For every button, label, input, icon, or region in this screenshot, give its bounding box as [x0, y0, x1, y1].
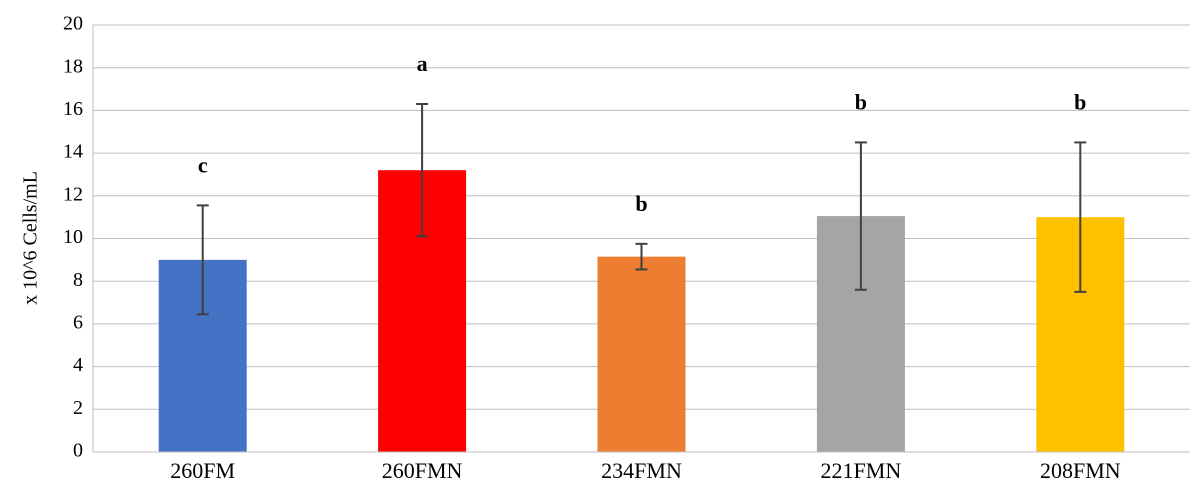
y-tick-label: 10 — [63, 226, 83, 248]
y-tick-label: 14 — [63, 141, 83, 163]
annotation: b — [855, 89, 867, 114]
error-bar — [854, 141, 867, 291]
x-tick-label: 208FMN — [1040, 458, 1121, 483]
annotation: b — [1074, 89, 1086, 114]
x-tick-label: 260FM — [170, 458, 235, 483]
y-tick-label: 6 — [73, 311, 83, 333]
annotation: a — [417, 51, 428, 76]
x-tick-label: 234FMN — [601, 458, 682, 483]
annotation: c — [198, 152, 208, 177]
y-tick-label: 20 — [63, 13, 83, 35]
annotation: b — [635, 191, 647, 216]
y-tick-label: 12 — [63, 183, 83, 205]
y-tick-label: 2 — [73, 397, 83, 419]
y-tick-label: 4 — [73, 354, 83, 376]
x-tick-label: 221FMN — [821, 458, 902, 483]
y-tick-label: 18 — [63, 55, 83, 77]
error-bar — [196, 204, 209, 316]
error-bar — [1074, 141, 1087, 293]
y-tick-label: 0 — [73, 440, 83, 462]
bar — [597, 256, 686, 452]
error-bar — [416, 102, 429, 238]
y-axis-label: x 10^6 Cells/mL — [20, 171, 42, 305]
error-bar — [635, 242, 648, 271]
x-tick-label: 260FMN — [382, 458, 463, 483]
y-tick-label: 8 — [73, 269, 83, 291]
y-tick-label: 16 — [63, 98, 83, 120]
